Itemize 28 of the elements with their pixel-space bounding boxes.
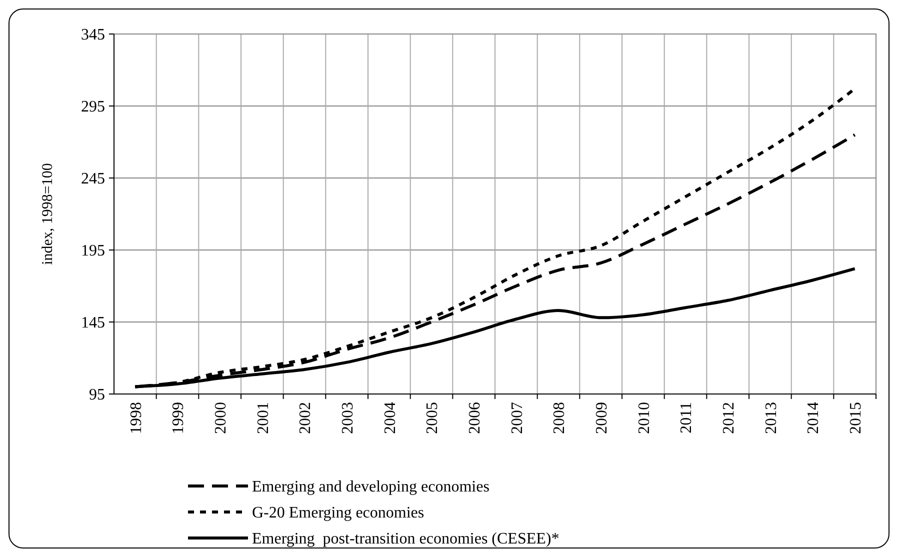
y-tick-label: 145 [81, 314, 105, 332]
y-tick-label: 95 [89, 386, 105, 404]
x-tick-label: 2003 [339, 402, 356, 434]
y-tick-label: 195 [81, 242, 105, 260]
x-tick-label: 2000 [212, 402, 230, 434]
y-tick-label: 245 [81, 170, 105, 188]
x-tick-label: 2012 [720, 402, 738, 434]
x-tick-label: 2011 [678, 402, 696, 434]
x-tick-label: 1998 [128, 402, 145, 434]
x-tick-label: 2007 [508, 402, 526, 434]
x-tick-label: 2002 [297, 402, 314, 434]
x-tick-label: 2004 [382, 402, 399, 434]
y-axis-title: index, 1998=100 [40, 163, 56, 265]
y-tick-label: 295 [81, 98, 105, 116]
legend-label: Emerging post-transition economies (CESEE)* [252, 530, 560, 548]
y-tick-label: 345 [81, 26, 105, 44]
x-tick-label: 2009 [593, 402, 610, 434]
x-tick-label: 1999 [170, 402, 188, 434]
x-tick-label: 2008 [551, 402, 568, 434]
x-tick-label: 2015 [847, 402, 864, 434]
x-tick-label: 2005 [424, 402, 442, 434]
x-tick-label: 2001 [254, 402, 272, 434]
x-tick-label: 2013 [762, 402, 780, 434]
x-tick-label: 2014 [805, 402, 822, 434]
x-tick-label: 2010 [636, 402, 653, 434]
x-tick-label: 2006 [466, 402, 484, 434]
legend-label: G-20 Emerging economies [252, 504, 424, 522]
legend-label: Emerging and developing economies [252, 478, 490, 496]
